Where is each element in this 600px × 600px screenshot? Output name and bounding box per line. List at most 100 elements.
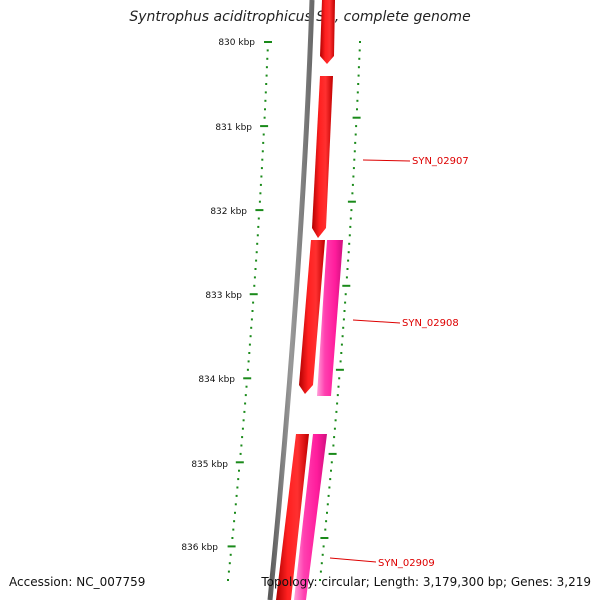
kbp-label: 835 kbp bbox=[191, 460, 228, 470]
gene-label-syn-02907[interactable]: SYN_02907 bbox=[412, 156, 469, 167]
kbp-label: 830 kbp bbox=[218, 38, 255, 48]
minor-tick bbox=[338, 386, 340, 388]
minor-tick bbox=[255, 268, 257, 270]
minor-tick bbox=[332, 445, 334, 447]
major-tick bbox=[320, 537, 328, 539]
kbp-label: 833 kbp bbox=[205, 291, 242, 301]
minor-tick bbox=[254, 276, 256, 278]
minor-tick bbox=[322, 554, 324, 556]
minor-tick bbox=[350, 218, 352, 220]
minor-tick bbox=[266, 75, 268, 77]
minor-tick bbox=[264, 117, 266, 119]
gene-label-syn-02909[interactable]: SYN_02909 bbox=[378, 558, 435, 569]
minor-tick bbox=[358, 75, 360, 77]
minor-tick bbox=[345, 293, 347, 295]
minor-tick bbox=[233, 520, 235, 522]
minor-tick bbox=[267, 49, 269, 51]
minor-tick bbox=[243, 411, 245, 413]
kbp-label: 831 kbp bbox=[215, 123, 252, 133]
minor-tick bbox=[340, 352, 342, 354]
minor-tick bbox=[248, 360, 250, 362]
minor-tick bbox=[252, 302, 254, 304]
major-tick bbox=[260, 125, 268, 127]
minor-tick bbox=[259, 192, 261, 194]
minor-tick bbox=[259, 201, 261, 203]
minor-tick bbox=[337, 394, 339, 396]
minor-tick bbox=[342, 327, 344, 329]
minor-tick bbox=[249, 344, 251, 346]
minor-tick bbox=[262, 150, 264, 152]
gene-arrow-syn-02907[interactable] bbox=[312, 76, 333, 238]
minor-tick bbox=[354, 150, 356, 152]
minor-tick bbox=[230, 554, 232, 556]
gene-label-leader bbox=[353, 320, 400, 323]
major-tick bbox=[336, 369, 344, 371]
minor-tick bbox=[350, 209, 352, 211]
major-tick bbox=[353, 117, 361, 119]
minor-tick bbox=[251, 318, 253, 320]
major-tick bbox=[228, 545, 236, 547]
minor-tick bbox=[335, 419, 337, 421]
minor-tick bbox=[359, 41, 361, 43]
minor-tick bbox=[344, 302, 346, 304]
minor-tick bbox=[343, 318, 345, 320]
minor-tick bbox=[246, 386, 248, 388]
minor-tick bbox=[335, 411, 337, 413]
accession-label: Accession: NC_007759 bbox=[9, 575, 145, 589]
minor-tick bbox=[353, 159, 355, 161]
minor-tick bbox=[346, 276, 348, 278]
minor-tick bbox=[357, 83, 359, 85]
kbp-label: 836 kbp bbox=[181, 543, 218, 553]
kbp-label: 834 kbp bbox=[198, 375, 235, 385]
minor-tick bbox=[263, 134, 265, 136]
minor-tick bbox=[244, 403, 246, 405]
minor-tick bbox=[264, 108, 266, 110]
minor-tick bbox=[349, 234, 351, 236]
minor-tick bbox=[227, 579, 229, 581]
gene-label-syn-02908[interactable]: SYN_02908 bbox=[402, 318, 459, 329]
minor-tick bbox=[250, 327, 252, 329]
minor-tick bbox=[329, 478, 331, 480]
minor-tick bbox=[231, 537, 233, 539]
minor-tick bbox=[348, 243, 350, 245]
minor-tick bbox=[355, 134, 357, 136]
minor-tick bbox=[333, 436, 335, 438]
minor-tick bbox=[261, 159, 263, 161]
major-tick bbox=[243, 377, 251, 379]
kbp-label: 832 kbp bbox=[210, 207, 247, 217]
minor-tick bbox=[261, 167, 263, 169]
genome-summary: Topology: circular; Length: 3,179,300 bp… bbox=[261, 575, 591, 589]
minor-tick bbox=[344, 310, 346, 312]
major-tick bbox=[236, 461, 244, 463]
minor-tick bbox=[243, 419, 245, 421]
minor-tick bbox=[242, 428, 244, 430]
minor-tick bbox=[352, 184, 354, 186]
minor-tick bbox=[357, 91, 359, 93]
minor-tick bbox=[347, 260, 349, 262]
minor-tick bbox=[253, 285, 255, 287]
minor-tick bbox=[358, 58, 360, 60]
minor-tick bbox=[323, 545, 325, 547]
minor-tick bbox=[328, 495, 330, 497]
major-tick bbox=[329, 453, 337, 455]
minor-tick bbox=[352, 176, 354, 178]
minor-tick bbox=[326, 512, 328, 514]
minor-tick bbox=[351, 192, 353, 194]
minor-tick bbox=[342, 335, 344, 337]
minor-tick bbox=[356, 108, 358, 110]
minor-tick bbox=[336, 403, 338, 405]
minor-tick bbox=[256, 243, 258, 245]
minor-tick bbox=[327, 503, 329, 505]
minor-tick bbox=[235, 503, 237, 505]
minor-tick bbox=[349, 226, 351, 228]
minor-tick bbox=[331, 461, 333, 463]
minor-tick bbox=[325, 520, 327, 522]
minor-tick bbox=[245, 394, 247, 396]
minor-tick bbox=[258, 218, 260, 220]
minor-tick bbox=[247, 369, 249, 371]
minor-tick bbox=[248, 352, 250, 354]
gene-arrow-fwd[interactable] bbox=[320, 0, 335, 64]
minor-tick bbox=[348, 251, 350, 253]
minor-tick bbox=[347, 268, 349, 270]
